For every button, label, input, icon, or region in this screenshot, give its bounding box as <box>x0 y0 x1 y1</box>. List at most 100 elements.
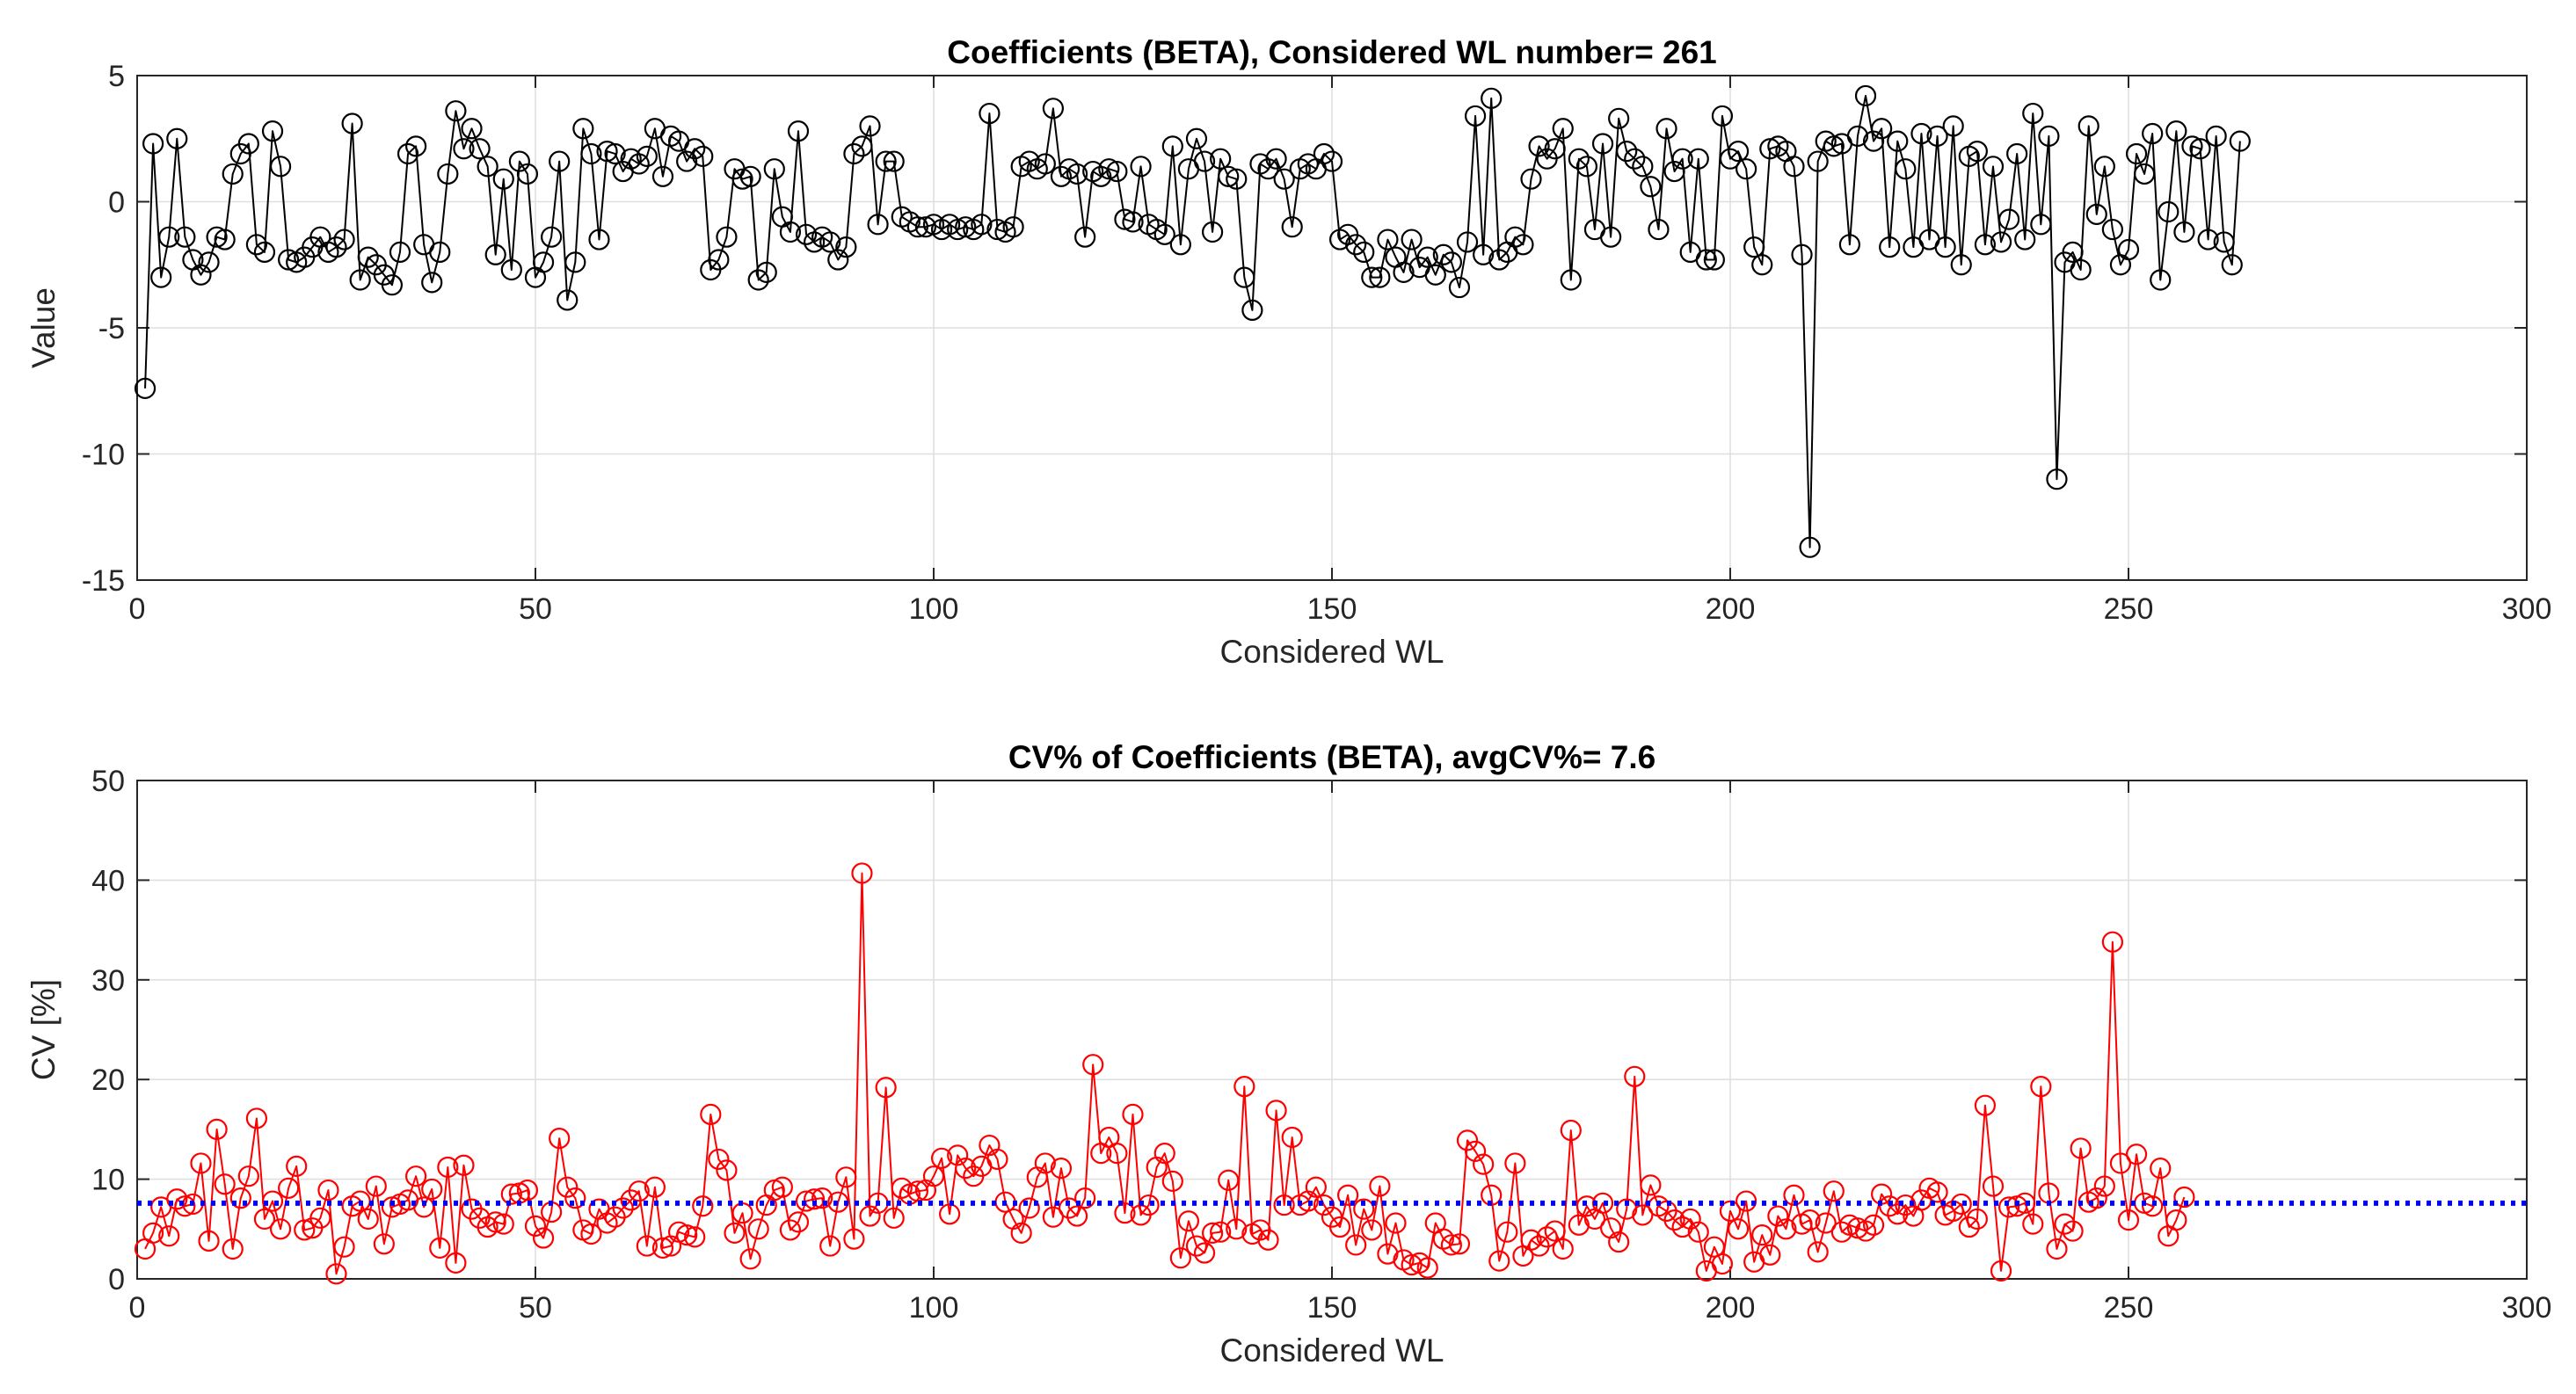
data-point <box>779 221 802 243</box>
x-tick-label: 50 <box>519 1291 552 1325</box>
data-point <box>1520 168 1542 190</box>
data-point <box>1504 226 1526 248</box>
data-point <box>2117 238 2140 261</box>
data-point <box>333 1236 355 1258</box>
data-point <box>532 251 555 273</box>
data-point <box>1281 216 1303 238</box>
data-point <box>286 1155 308 1177</box>
data-point <box>1058 1197 1081 1219</box>
data-point <box>803 1188 826 1210</box>
data-point <box>1703 249 1725 271</box>
data-point <box>1966 141 1988 163</box>
data-point <box>1401 1254 1423 1276</box>
data-point <box>1591 133 1614 155</box>
data-point <box>325 236 347 258</box>
data-point <box>1879 236 1901 258</box>
data-point <box>1727 141 1750 163</box>
data-point <box>739 1248 761 1270</box>
data-point <box>206 226 228 248</box>
data-point <box>955 216 977 238</box>
data-point <box>2014 229 2036 250</box>
data-point <box>716 226 738 248</box>
data-point <box>771 1176 793 1198</box>
data-point <box>2022 1213 2044 1235</box>
data-point <box>1210 148 1232 170</box>
data-point <box>1608 1231 1630 1253</box>
data-point <box>549 1128 571 1150</box>
data-point <box>469 138 491 160</box>
data-point <box>580 142 602 165</box>
x-tick-label: 100 <box>909 592 959 626</box>
data-point <box>1719 148 1742 170</box>
data-point <box>389 241 411 263</box>
data-point <box>1185 1235 1208 1257</box>
data-point <box>1361 266 1383 288</box>
data-point <box>500 1183 522 1205</box>
data-point <box>1321 150 1343 172</box>
data-point <box>1233 266 1255 288</box>
data-point <box>1377 1243 1399 1265</box>
data-point <box>1799 536 1821 558</box>
data-point <box>1241 299 1263 322</box>
data-point <box>1090 165 1112 187</box>
data-point <box>1377 229 1399 250</box>
data-point <box>2125 1144 2148 1165</box>
data-point <box>1385 1212 1407 1234</box>
series-line <box>144 94 2241 548</box>
data-point <box>636 1235 658 1257</box>
data-point <box>1432 243 1454 265</box>
y-tick-label: 5 <box>108 60 125 93</box>
data-point <box>1169 234 1191 256</box>
data-point <box>1823 1180 1845 1202</box>
data-point <box>1687 148 1709 170</box>
data-point <box>1671 148 1693 170</box>
data-point <box>1751 1223 1773 1246</box>
data-point <box>198 1230 220 1252</box>
data-point <box>1456 1129 1479 1151</box>
data-point <box>1568 148 1590 170</box>
y-tick-label: 40 <box>91 864 125 897</box>
data-point <box>1210 1221 1232 1243</box>
data-point <box>1074 1187 1096 1209</box>
data-point <box>429 241 451 263</box>
data-point <box>1862 1214 1885 1236</box>
data-point <box>2189 138 2211 160</box>
data-point <box>1910 122 1932 145</box>
data-point <box>1034 1152 1056 1174</box>
data-point <box>1218 1169 1240 1191</box>
data-point <box>2150 1158 2172 1180</box>
data-point <box>811 1187 833 1209</box>
data-point <box>1736 158 1757 180</box>
data-point <box>2062 1220 2084 1242</box>
data-point <box>405 1165 427 1187</box>
data-point <box>278 249 300 271</box>
data-point <box>1663 1209 1685 1231</box>
data-point <box>906 216 928 238</box>
data-point <box>827 249 849 271</box>
data-point <box>1958 1216 1980 1238</box>
data-point <box>2085 203 2107 225</box>
data-point <box>2173 1186 2195 1209</box>
data-point <box>684 1226 706 1248</box>
data-point <box>1233 1076 1255 1098</box>
data-point <box>1775 1218 1797 1240</box>
data-point <box>564 251 586 273</box>
data-point <box>1218 165 1240 187</box>
data-point <box>922 1165 945 1187</box>
data-point <box>2165 1209 2187 1231</box>
x-tick-label: 200 <box>1706 1291 1756 1325</box>
data-point <box>947 1144 969 1166</box>
data-point <box>261 120 284 142</box>
data-point <box>1153 223 1175 245</box>
data-point <box>317 1179 339 1202</box>
data-point <box>1528 135 1550 157</box>
data-point <box>1512 234 1534 256</box>
data-point <box>835 1166 857 1188</box>
x-tick-label: 150 <box>1307 1291 1357 1325</box>
data-point <box>1823 135 1845 157</box>
data-point <box>1695 249 1717 271</box>
data-point <box>1950 254 1972 276</box>
data-point <box>1265 148 1287 170</box>
data-point <box>1042 1206 1065 1228</box>
